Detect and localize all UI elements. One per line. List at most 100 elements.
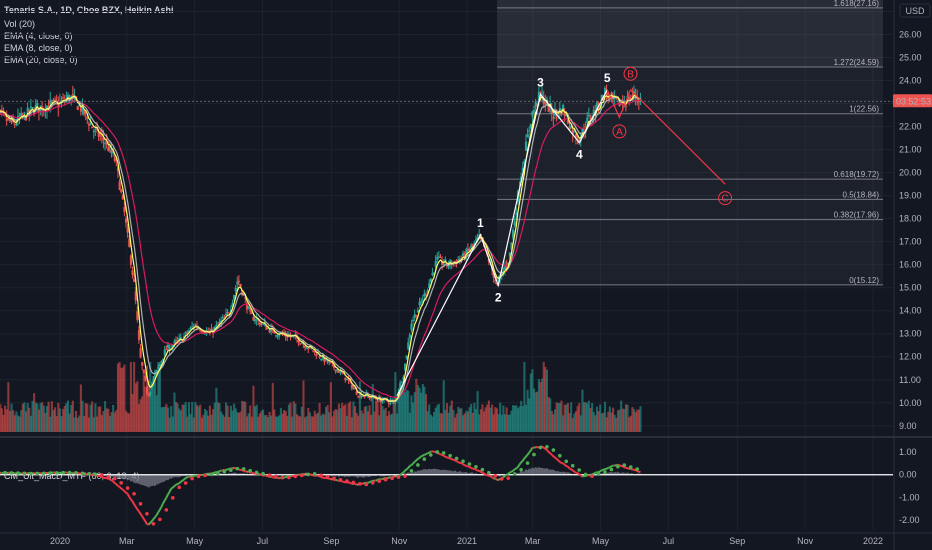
volume-bar — [150, 387, 153, 432]
volume-bar — [97, 406, 100, 432]
macd-histogram-bar — [434, 468, 437, 475]
volume-bar — [5, 409, 8, 432]
macd-line-segment — [180, 479, 183, 483]
x-tick-label: Mar — [119, 536, 135, 546]
volume-bar — [505, 407, 508, 432]
macd-line-segment — [512, 468, 516, 472]
macd-histogram-bar — [141, 474, 144, 486]
macd-line-segment — [388, 476, 391, 479]
volume-bar — [228, 417, 231, 432]
volume-bar — [112, 405, 115, 432]
volume-bar — [94, 403, 97, 432]
candle-body — [157, 366, 160, 369]
macd-line-segment — [554, 456, 558, 460]
candle-body — [234, 287, 237, 292]
ema-20-line — [0, 99, 641, 399]
candle-body — [104, 143, 107, 145]
volume-bar — [368, 405, 371, 432]
volume-bar — [271, 382, 274, 432]
macd-line-segment — [546, 449, 550, 453]
volume-bar — [492, 414, 495, 432]
volume-bar — [99, 406, 102, 432]
candle-body — [529, 123, 532, 128]
macd-histogram-bar — [552, 469, 555, 475]
volume-bar — [510, 410, 513, 432]
fib-zone — [497, 66, 884, 285]
macd-line-segment — [290, 474, 293, 478]
macd-histogram-bar — [104, 474, 107, 477]
y-tick-label: 20.00 — [899, 168, 922, 178]
volume-bar — [321, 413, 324, 432]
volume-bar — [7, 382, 10, 432]
macd-histogram-bar — [150, 474, 153, 487]
candle-body — [112, 152, 115, 154]
macd-histogram-bar — [429, 469, 432, 475]
volume-bar — [574, 411, 578, 432]
candle-body — [274, 335, 278, 337]
macd-signal-dot — [519, 467, 523, 472]
macd-line-segment — [341, 480, 345, 483]
macd-signal-dot — [151, 521, 156, 526]
macd-histogram-bar — [539, 467, 542, 475]
volume-bar — [18, 416, 21, 432]
macd-histogram-bar — [499, 474, 502, 477]
macd-line-segment — [131, 500, 135, 505]
macd-signal-dot — [383, 477, 388, 482]
ema-fast-legend[interactable]: EMA (4, close, 0) — [4, 31, 73, 41]
ema-slow-legend[interactable]: EMA (20, close, 0) — [4, 55, 78, 65]
candle-body — [583, 131, 586, 133]
volume-legend[interactable]: Vol (20) — [4, 19, 36, 29]
volume-bar — [121, 367, 124, 432]
volume-bar — [129, 362, 132, 432]
volume-bar — [486, 404, 489, 432]
ema-mid-legend[interactable]: EMA (8, close, 0) — [4, 43, 73, 53]
candle-body — [436, 257, 439, 260]
volume-bar — [152, 376, 155, 432]
candle-body — [250, 312, 253, 314]
volume-bar — [104, 401, 107, 432]
candle-body — [189, 327, 192, 329]
volume-bar — [218, 403, 221, 432]
macd-legend[interactable]: CM_Ult_MacD_MTF (60, 6, 13, 4) — [4, 471, 140, 481]
macd-histogram-bar — [165, 474, 168, 481]
volume-bar — [337, 403, 340, 432]
volume-bar — [231, 410, 234, 432]
candle-body — [300, 342, 303, 344]
elliott-waves: 1 2 3 4 5 A B C — [396, 66, 733, 397]
macd-signal-dot — [54, 471, 59, 475]
candle-body — [4, 114, 7, 116]
macd-signal-dot — [551, 448, 556, 452]
macd-histogram-bar — [121, 474, 124, 479]
volume-bar — [92, 417, 95, 432]
volume-bar — [626, 404, 629, 432]
volume-bar — [279, 407, 282, 432]
macd-histogram-bar — [133, 474, 136, 483]
volume-bar — [244, 401, 247, 432]
macd-line-segment — [420, 454, 424, 458]
candle-body — [89, 123, 92, 125]
volume-bar — [204, 408, 207, 432]
volume-bar — [376, 400, 379, 432]
macd-signal-dot — [603, 470, 607, 474]
candle-body — [329, 361, 333, 363]
volume-bar — [62, 408, 65, 432]
macd-histogram-bar — [123, 474, 126, 480]
volume-bar — [212, 409, 215, 432]
candle-body — [626, 95, 629, 102]
volume-bar — [160, 407, 163, 432]
macd-line-segment — [453, 458, 456, 462]
macd-signal-dot — [61, 470, 65, 475]
volume-bar — [320, 415, 323, 432]
macd-histogram-bar — [550, 469, 553, 475]
volume-bar — [491, 404, 494, 432]
macd-histogram-bar — [460, 471, 463, 475]
symbol-title[interactable]: Tenaris S.A., 1D, Cboe BZX, Heikin Ashi — [4, 5, 174, 15]
macd-line-segment — [172, 485, 176, 489]
volume-bar — [147, 379, 150, 432]
currency-label: USD — [905, 6, 925, 16]
candle-body — [413, 314, 416, 318]
macd-line-segment — [381, 477, 385, 481]
macd-histogram-bar — [162, 474, 165, 483]
